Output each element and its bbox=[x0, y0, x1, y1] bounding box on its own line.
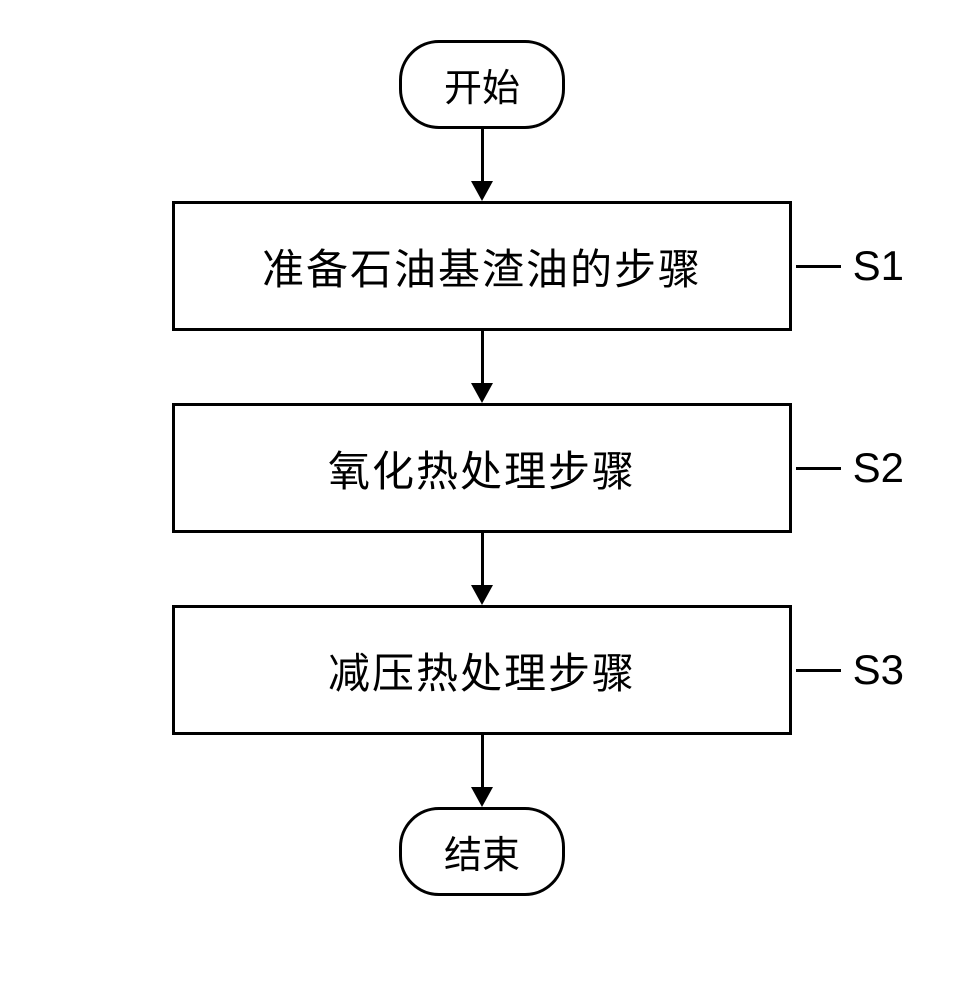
arrow-2 bbox=[471, 331, 493, 403]
arrow-1 bbox=[471, 129, 493, 201]
step1-label-connector: S1 bbox=[796, 242, 904, 290]
step1-node: 准备石油基渣油的步骤 S1 bbox=[172, 201, 792, 331]
step3-label-connector: S3 bbox=[796, 646, 904, 694]
connector-line bbox=[796, 265, 841, 268]
arrow-line bbox=[481, 533, 484, 585]
connector-line bbox=[796, 669, 841, 672]
step3-text: 减压热处理步骤 bbox=[328, 640, 636, 701]
flowchart-container: 开始 准备石油基渣油的步骤 S1 氧化热处理步骤 S2 减压热处理步骤 S3 bbox=[172, 40, 792, 896]
step1-label: S1 bbox=[853, 242, 904, 290]
step2-node: 氧化热处理步骤 S2 bbox=[172, 403, 792, 533]
arrow-head bbox=[471, 383, 493, 403]
step3-label: S3 bbox=[853, 646, 904, 694]
arrow-head bbox=[471, 787, 493, 807]
step2-label-connector: S2 bbox=[796, 444, 904, 492]
connector-line bbox=[796, 467, 841, 470]
arrow-head bbox=[471, 181, 493, 201]
arrow-line bbox=[481, 129, 484, 181]
step1-text: 准备石油基渣油的步骤 bbox=[262, 236, 702, 297]
step2-label: S2 bbox=[853, 444, 904, 492]
end-label: 结束 bbox=[444, 824, 520, 879]
arrow-4 bbox=[471, 735, 493, 807]
step2-text: 氧化热处理步骤 bbox=[328, 438, 636, 499]
start-node: 开始 bbox=[399, 40, 565, 129]
arrow-line bbox=[481, 735, 484, 787]
arrow-3 bbox=[471, 533, 493, 605]
start-label: 开始 bbox=[444, 57, 520, 112]
end-node: 结束 bbox=[399, 807, 565, 896]
arrow-head bbox=[471, 585, 493, 605]
step3-node: 减压热处理步骤 S3 bbox=[172, 605, 792, 735]
arrow-line bbox=[481, 331, 484, 383]
